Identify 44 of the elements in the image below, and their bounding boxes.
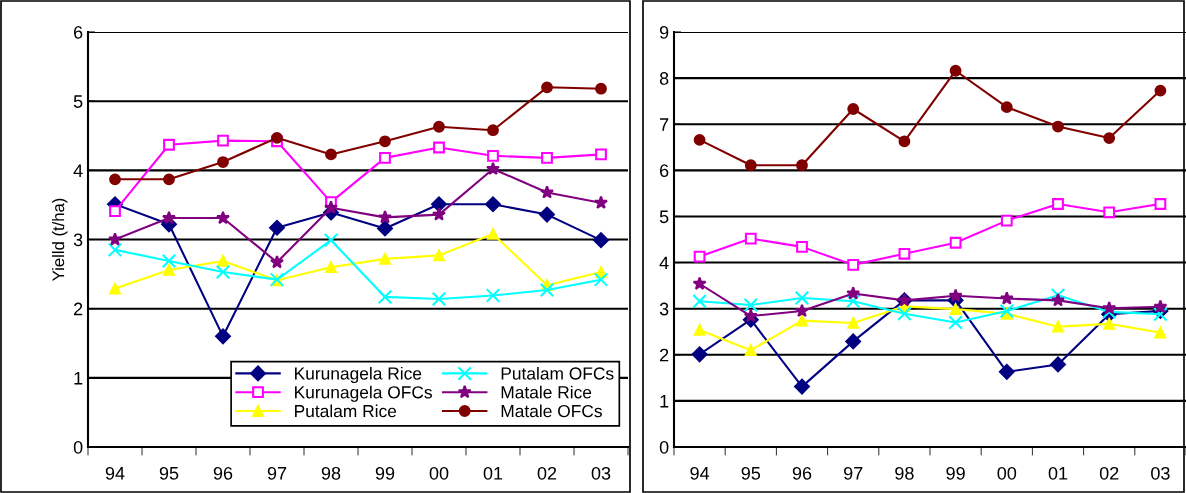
- y-tick-label: 6: [660, 164, 669, 178]
- legend-label: Kurunagela Rice: [295, 366, 422, 384]
- y-tick-label: 2: [74, 302, 83, 316]
- x-tick-label: 02: [1099, 466, 1119, 480]
- x-tick-label: 98: [895, 466, 914, 480]
- y-tick-label: 4: [73, 164, 83, 177]
- y-tick-label: 5: [659, 210, 669, 224]
- x-tick-label: 96: [792, 466, 812, 480]
- legend-label: Matale OFCs: [501, 404, 602, 418]
- y-tick-label: 1: [660, 395, 669, 408]
- x-tick-label: 03: [1151, 466, 1170, 480]
- legend-label: Matale Rice: [501, 385, 592, 399]
- y-tick-label: 4: [659, 256, 669, 270]
- y-tick-label: 3: [659, 302, 669, 316]
- x-tick-label: 97: [844, 466, 863, 480]
- y-tick-label: 7: [660, 118, 669, 131]
- y-tick-label: 9: [659, 25, 669, 39]
- y-tick-label: 0: [659, 440, 669, 454]
- y-tick-label: 8: [659, 72, 669, 85]
- x-tick-label: 02: [537, 466, 557, 480]
- x-tick-label: 03: [591, 466, 611, 480]
- legend-label: Putalam Rice: [295, 404, 397, 418]
- y-tick-label: 5: [73, 95, 83, 108]
- x-tick-label: 01: [1048, 466, 1068, 480]
- x-tick-label: 94: [690, 466, 710, 480]
- x-tick-label: 95: [741, 466, 761, 480]
- legend-label: Putalam OFCs: [501, 366, 614, 380]
- y-tick-label: 6: [74, 25, 83, 39]
- x-tick-label: 00: [429, 466, 449, 480]
- x-tick-label: 01: [483, 466, 503, 480]
- x-tick-label: 00: [997, 466, 1017, 480]
- x-tick-label: 98: [321, 466, 341, 480]
- x-tick-label: 94: [105, 466, 125, 480]
- x-tick-label: 97: [267, 466, 287, 480]
- y-tick-label: 0: [73, 440, 83, 454]
- x-tick-label: 95: [159, 466, 179, 480]
- legend-label: Kurunagela OFCs: [295, 385, 432, 402]
- x-tick-label: 99: [375, 466, 395, 480]
- y-tick-label: 2: [660, 348, 669, 362]
- x-tick-label: 96: [213, 466, 233, 480]
- y-tick-label: 1: [74, 371, 83, 385]
- y-axis-title: Yielld (t/ha): [52, 198, 68, 281]
- y-tick-label: 3: [73, 233, 83, 247]
- x-tick-label: 99: [946, 466, 965, 480]
